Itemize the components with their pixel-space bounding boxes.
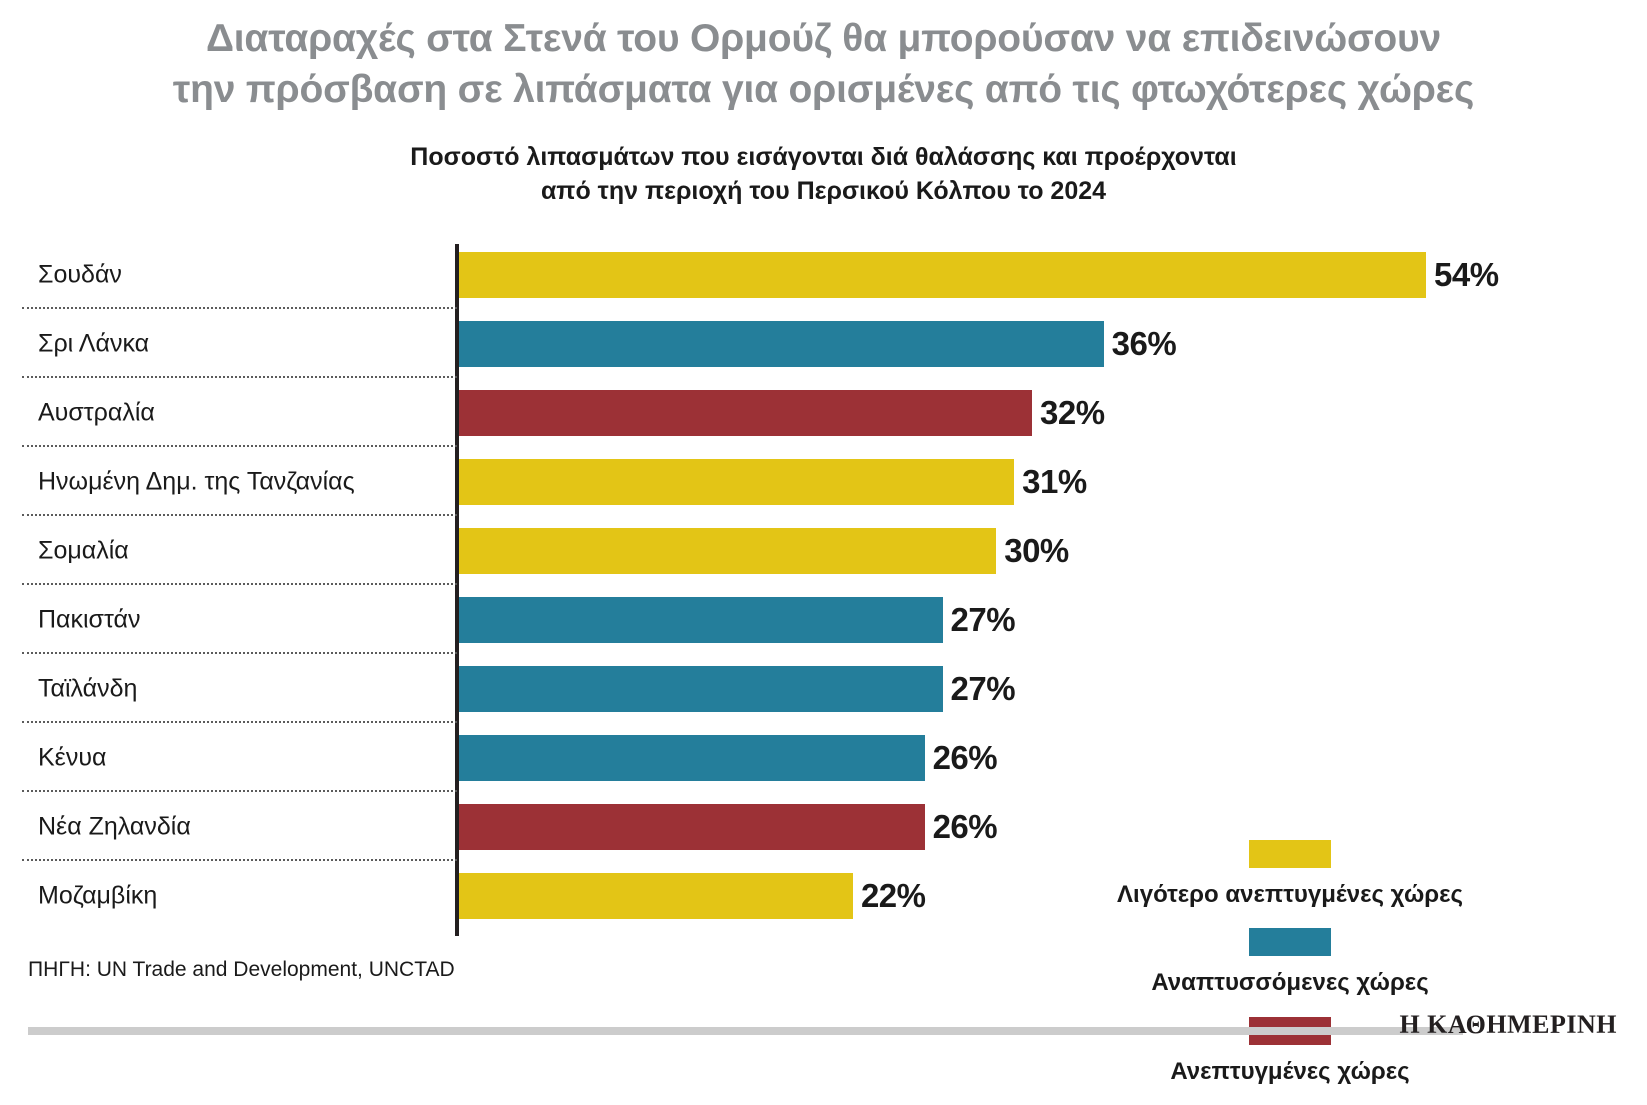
bar-wrapper: 54% [459,251,1499,298]
bar-rows: Σουδάν 54% Σρι Λάνκα 36% Αυστραλία 32% Ηνωμένη… [0,240,1647,930]
row-separator [22,376,457,378]
legend-item-least_developed[interactable]: Λιγότερο ανεπτυγμένες χώρες [1040,840,1540,908]
bar-category-label: Κένυα [38,743,107,771]
subtitle-line-1: Ποσοστό λιπασμάτων που εισάγονται διά θα… [410,143,1237,172]
page-title: Διαταραχές στα Στενά του Ορμούζ θα μπορο… [0,0,1647,115]
row-separator [22,859,457,861]
bar-least_developed [459,527,997,574]
bar-value-label: 22% [860,876,926,914]
legend-swatch-icon [1249,840,1331,868]
chart-legend: Λιγότερο ανεπτυγμένες χώρες Αναπτυσσόμενε… [1040,840,1540,1105]
bar-developing [459,665,943,712]
bar-value-label: 31% [1022,462,1087,500]
row-separator [22,790,457,792]
bar-value-label: 27% [950,669,1016,707]
bar-wrapper: 31% [459,458,1087,505]
bar-chart: Σουδάν 54% Σρι Λάνκα 36% Αυστραλία 32% Ηνωμένη… [0,240,1647,1085]
bar-row: Κένυα 26% [0,723,1647,792]
bar-category-label: Ταϊλάνδη [38,674,138,702]
bar-category-label: Σομαλία [38,536,129,564]
bar-row: Ταϊλάνδη 27% [0,654,1647,723]
bar-row: Ηνωμένη Δημ. της Τανζανίας 31% [0,447,1647,516]
bar-wrapper: 30% [459,527,1069,574]
bar-wrapper: 27% [459,596,1016,643]
bar-row: Σουδάν 54% [0,240,1647,309]
bar-value-label: 32% [1040,393,1105,431]
bar-least_developed [459,872,853,919]
bar-value-label: 26% [932,807,998,845]
bar-value-label: 54% [1434,255,1499,293]
headline-line-2: την πρόσβαση σε λιπάσματα για ορισμένες … [172,67,1475,111]
bar-value-label: 36% [1111,324,1177,362]
bar-row: Σρι Λάνκα 36% [0,309,1647,378]
bar-wrapper: 36% [459,320,1177,367]
bar-least_developed [459,251,1426,298]
row-separator [22,583,457,585]
bar-wrapper: 32% [459,389,1105,436]
chart-axis [455,244,459,936]
row-separator [22,721,457,723]
bar-developing [459,596,943,643]
legend-swatch-icon [1249,928,1331,957]
row-separator [22,307,457,309]
subtitle-line-2: από την περιοχή του Περσικού Κόλπου το 2… [540,177,1107,206]
row-separator [22,445,457,447]
bar-category-label: Νέα Ζηλανδία [38,812,191,840]
row-separator [22,514,457,516]
bar-value-label: 30% [1004,531,1069,569]
bar-least_developed [459,458,1015,505]
bar-category-label: Σουδάν [38,260,122,288]
bar-developing [459,734,925,781]
bar-category-label: Αυστραλία [38,398,155,426]
bar-wrapper: 27% [459,665,1016,712]
bar-row: Σομαλία 30% [0,516,1647,585]
bar-category-label: Ηνωμένη Δημ. της Τανζανίας [38,467,355,495]
bar-wrapper: 26% [459,734,998,781]
brand-logo: Η ΚΑΘΗΜΕΡΙΝΗ [1399,1010,1617,1039]
bar-developed [459,803,925,850]
bar-category-label: Σρι Λάνκα [38,329,150,357]
legend-label: Αναπτυσσόμενες χώρες [1151,969,1429,997]
bar-value-label: 27% [950,600,1016,638]
bar-row: Αυστραλία 32% [0,378,1647,447]
bar-wrapper: 22% [459,872,926,919]
bar-category-label: Μοζαμβίκη [38,881,158,909]
headline-line-1: Διαταραχές στα Στενά του Ορμούζ θα μπορο… [205,17,1442,60]
row-separator [22,652,457,654]
source-note: ΠΗΓΗ: UN Trade and Development, UNCTAD [28,958,455,981]
bar-row: Νέα Ζηλανδία 26% [0,792,1647,861]
bar-row: Μοζαμβίκη 22% [0,861,1647,930]
bar-wrapper: 26% [459,803,998,850]
legend-label: Λιγότερο ανεπτυγμένες χώρες [1117,881,1463,908]
bar-developed [459,389,1033,436]
bar-category-label: Πακιστάν [38,605,141,633]
bar-developing [459,320,1104,367]
footer-divider [28,1027,1463,1035]
legend-label: Ανεπτυγμένες χώρες [1170,1057,1410,1085]
chart-subtitle: Ποσοστό λιπασμάτων που εισάγονται διά θα… [0,141,1647,209]
legend-item-developing[interactable]: Αναπτυσσόμενες χώρες [1040,928,1540,996]
bar-row: Πακιστάν 27% [0,585,1647,654]
bar-value-label: 26% [932,738,998,776]
